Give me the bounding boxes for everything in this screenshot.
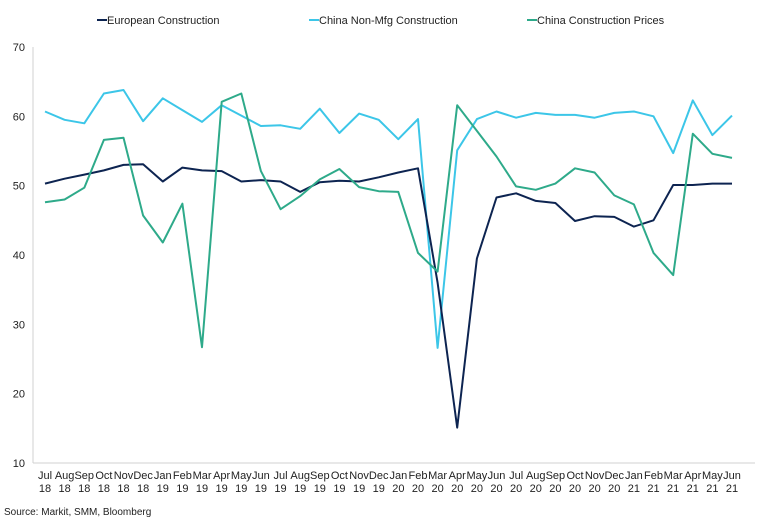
series-line-china-non-mfg-construction	[44, 89, 733, 349]
x-tick-year: 19	[235, 483, 247, 495]
x-tick-month: Nov	[585, 470, 605, 482]
x-tick-month: Mar	[428, 470, 447, 482]
x-tick-month: Jun	[723, 470, 741, 482]
y-tick-label: 30	[13, 319, 25, 331]
series-line-european-construction	[44, 163, 732, 429]
x-tick-year: 19	[196, 483, 208, 495]
x-tick-month: Apr	[449, 470, 466, 482]
x-tick-month: Sep	[74, 470, 94, 482]
x-tick-month: Feb	[408, 470, 427, 482]
x-tick-year: 20	[608, 483, 620, 495]
x-tick-year: 21	[667, 483, 679, 495]
legend-label: European Construction	[107, 15, 220, 27]
x-tick-month: Dec	[369, 470, 389, 482]
x-tick-month: Jan	[625, 470, 643, 482]
x-tick-month: Jan	[154, 470, 172, 482]
x-tick-month: Oct	[566, 470, 583, 482]
x-tick-month: Nov	[114, 470, 134, 482]
x-tick-year: 21	[687, 483, 699, 495]
legend-label: China Construction Prices	[537, 15, 665, 27]
x-tick-year: 18	[98, 483, 110, 495]
x-tick-year: 21	[628, 483, 640, 495]
legend-label: China Non-Mfg Construction	[319, 15, 458, 27]
y-axis-ticks: 10 20 30 40 50 60 70	[13, 42, 25, 470]
x-tick-year: 18	[39, 483, 51, 495]
x-tick-year: 20	[451, 483, 463, 495]
x-tick-year: 20	[569, 483, 581, 495]
x-tick-year: 20	[392, 483, 404, 495]
legend: European Construction China Non-Mfg Const…	[97, 15, 665, 27]
line-chart: European Construction China Non-Mfg Const…	[13, 15, 755, 495]
x-tick-month: Jan	[389, 470, 407, 482]
x-tick-year: 20	[589, 483, 601, 495]
x-tick-year: 21	[726, 483, 738, 495]
x-tick-month: May	[466, 470, 487, 482]
x-tick-year: 20	[490, 483, 502, 495]
x-tick-month: Jul	[274, 470, 288, 482]
x-tick-year: 19	[216, 483, 228, 495]
x-tick-year: 19	[255, 483, 267, 495]
x-tick-month: Apr	[213, 470, 230, 482]
x-tick-year: 18	[137, 483, 149, 495]
x-tick-month: Aug	[290, 470, 310, 482]
x-tick-month: Feb	[644, 470, 663, 482]
x-tick-month: Jul	[38, 470, 52, 482]
x-tick-year: 19	[176, 483, 188, 495]
x-tick-year: 20	[530, 483, 542, 495]
x-tick-year: 20	[471, 483, 483, 495]
x-tick-year: 18	[78, 483, 90, 495]
x-tick-month: Aug	[526, 470, 546, 482]
x-tick-month: Oct	[95, 470, 112, 482]
x-tick-year: 19	[274, 483, 286, 495]
x-tick-month: Dec	[604, 470, 624, 482]
y-tick-label: 10	[13, 458, 25, 470]
x-tick-month: Nov	[349, 470, 369, 482]
x-tick-month: Sep	[310, 470, 330, 482]
x-tick-year: 19	[353, 483, 365, 495]
x-tick-year: 21	[647, 483, 659, 495]
series-line-china-construction-prices	[44, 92, 733, 349]
x-tick-month: Feb	[173, 470, 192, 482]
x-tick-month: Jul	[509, 470, 523, 482]
x-tick-month: Apr	[684, 470, 701, 482]
x-tick-month: May	[702, 470, 723, 482]
x-axis-ticks: Jul18Aug18Sep18Oct18Nov18Dec18Jan19Feb19…	[38, 470, 741, 495]
x-tick-year: 18	[59, 483, 71, 495]
series-lines	[44, 89, 733, 429]
y-tick-label: 40	[13, 250, 25, 262]
y-tick-label: 70	[13, 42, 25, 54]
x-tick-month: Jun	[488, 470, 506, 482]
x-tick-year: 18	[117, 483, 129, 495]
x-tick-year: 20	[549, 483, 561, 495]
x-tick-year: 19	[157, 483, 169, 495]
y-tick-label: 50	[13, 181, 25, 193]
x-tick-month: May	[231, 470, 252, 482]
x-tick-month: Sep	[546, 470, 566, 482]
x-tick-year: 20	[412, 483, 424, 495]
x-tick-month: Dec	[133, 470, 153, 482]
x-tick-year: 19	[333, 483, 345, 495]
x-tick-year: 20	[431, 483, 443, 495]
x-tick-year: 19	[373, 483, 385, 495]
x-tick-month: Mar	[664, 470, 683, 482]
x-tick-month: Aug	[55, 470, 75, 482]
x-tick-year: 19	[294, 483, 306, 495]
x-tick-month: Oct	[331, 470, 348, 482]
source-note: Source: Markit, SMM, Bloomberg	[4, 507, 152, 518]
y-tick-label: 60	[13, 111, 25, 123]
x-tick-year: 20	[510, 483, 522, 495]
x-tick-year: 21	[706, 483, 718, 495]
y-tick-label: 20	[13, 389, 25, 401]
x-tick-month: Jun	[252, 470, 270, 482]
x-tick-month: Mar	[193, 470, 212, 482]
x-tick-year: 19	[314, 483, 326, 495]
